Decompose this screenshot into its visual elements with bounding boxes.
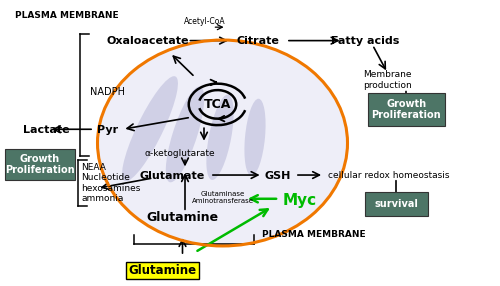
- Text: Citrate: Citrate: [236, 37, 279, 46]
- Text: Pyr: Pyr: [97, 125, 118, 135]
- Ellipse shape: [206, 95, 234, 180]
- Text: PLASMA MEMBRANE: PLASMA MEMBRANE: [15, 11, 118, 20]
- Text: Lactate: Lactate: [22, 125, 69, 135]
- Text: Myc: Myc: [282, 193, 316, 208]
- Text: Glutamate: Glutamate: [140, 171, 205, 181]
- Text: Membrane
production: Membrane production: [363, 70, 412, 90]
- Text: Fatty acids: Fatty acids: [331, 37, 399, 46]
- Ellipse shape: [98, 40, 348, 246]
- Text: Acetyl-CoA: Acetyl-CoA: [184, 17, 226, 26]
- Ellipse shape: [122, 76, 178, 181]
- Ellipse shape: [244, 99, 266, 176]
- FancyBboxPatch shape: [365, 192, 428, 216]
- Text: survival: survival: [374, 199, 418, 209]
- FancyBboxPatch shape: [5, 149, 75, 180]
- Text: GSH: GSH: [264, 171, 290, 181]
- Text: NEAA
Nucleotide
hexosamines
ammonia: NEAA Nucleotide hexosamines ammonia: [82, 163, 141, 203]
- Text: α-ketoglutarate: α-ketoglutarate: [144, 148, 216, 158]
- Text: Glutamine: Glutamine: [128, 264, 196, 277]
- Text: NADPH: NADPH: [90, 87, 125, 96]
- Text: TCA: TCA: [204, 98, 231, 111]
- Text: Growth
Proliferation: Growth Proliferation: [372, 99, 441, 120]
- Text: Glutamine: Glutamine: [146, 211, 218, 224]
- Text: PLASMA MEMBRANE: PLASMA MEMBRANE: [262, 230, 366, 239]
- Text: cellular redox homeostasis: cellular redox homeostasis: [328, 171, 449, 180]
- Text: Growth
Proliferation: Growth Proliferation: [5, 154, 75, 175]
- FancyBboxPatch shape: [368, 93, 445, 126]
- Text: Oxaloacetate: Oxaloacetate: [106, 37, 189, 46]
- Text: Glutaminase
Aminotransferase: Glutaminase Aminotransferase: [192, 191, 254, 204]
- Ellipse shape: [166, 87, 204, 182]
